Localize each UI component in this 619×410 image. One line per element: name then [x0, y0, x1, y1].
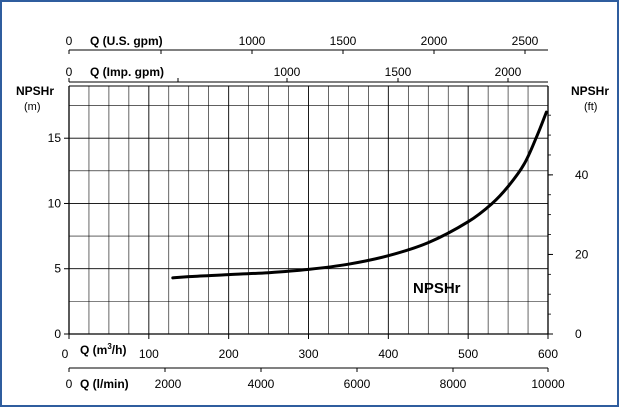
us-tick-2500: 2500 [512, 34, 539, 48]
x-primary-tick-label: 200 [219, 347, 239, 361]
x-primary-tick-label: 300 [298, 347, 318, 361]
npshr-series-line [171, 110, 548, 280]
y-left-tick-label: 0 [54, 327, 61, 341]
lmin-axis-title: Q (l/min) [80, 377, 129, 391]
us-tick-2000: 2000 [421, 34, 448, 48]
right-y-unit: (ft) [584, 101, 597, 113]
imp-tick-0: 0 [66, 65, 73, 79]
y-right-tick-label: 20 [575, 247, 589, 261]
imp-axis-title: Q (Imp. gpm) [90, 65, 164, 79]
lmin-tick-2000: 2000 [155, 377, 182, 391]
y-tick-labels: 0 5 10 15 0 20 40 [48, 114, 589, 341]
us-axis-title: Q (U.S. gpm) [90, 34, 163, 48]
x-primary-tick-label: 500 [458, 347, 478, 361]
x-primary-tick-label: 400 [378, 347, 398, 361]
imp-tick-1000: 1000 [274, 65, 301, 79]
left-y-unit: (m) [24, 101, 41, 113]
y-left-tick-label: 5 [54, 262, 61, 276]
left-y-title: NPSHr [16, 84, 54, 98]
x-primary-title: Q (m3/h) [80, 342, 126, 357]
y-left-tick-label: 15 [48, 131, 62, 145]
x-tick-labels: 0 100 200 300 400 500 600 [62, 334, 558, 361]
y-right-tick-label: 40 [575, 168, 589, 182]
lmin-tick-6000: 6000 [344, 377, 371, 391]
top-axis-ticks [68, 50, 526, 82]
curve-label: NPSHr [413, 280, 461, 297]
us-tick-1500: 1500 [330, 34, 357, 48]
npshr-chart: 0 Q (U.S. gpm) 1000 1500 2000 2500 0 Q (… [16, 34, 609, 391]
lmin-axis-ticks [68, 368, 549, 372]
x-primary-tick-label: 600 [538, 347, 558, 361]
y-right-tick-label: 0 [575, 327, 582, 341]
right-y-title: NPSHr [571, 84, 609, 98]
imp-tick-1500: 1500 [385, 65, 412, 79]
us-tick-0: 0 [66, 34, 73, 48]
npshr-curve-group [171, 110, 548, 280]
lmin-tick-10000: 10000 [531, 377, 565, 391]
lmin-tick-0: 0 [66, 377, 73, 391]
lmin-tick-8000: 8000 [440, 377, 467, 391]
x-primary-tick-label: 0 [62, 347, 69, 361]
x-primary-tick-label: 100 [139, 347, 159, 361]
imp-tick-2000: 2000 [495, 65, 522, 79]
lmin-tick-4000: 4000 [248, 377, 275, 391]
us-tick-1000: 1000 [239, 34, 266, 48]
y-left-tick-label: 10 [48, 196, 62, 210]
plot-grid [68, 85, 549, 335]
